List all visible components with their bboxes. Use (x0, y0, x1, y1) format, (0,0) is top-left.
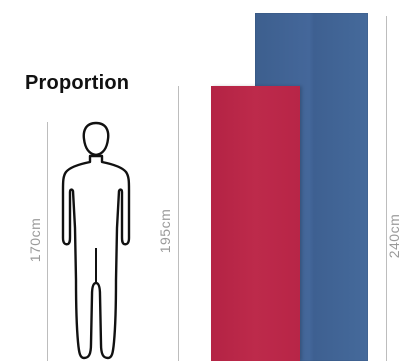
red-panel-height-label: 195cm (157, 208, 173, 254)
person-height-label: 170cm (27, 217, 43, 263)
person-dimension-line (47, 122, 48, 361)
person-silhouette-icon (61, 121, 131, 360)
red-panel-dimension-line (178, 86, 179, 361)
blue-panel-dimension-line (386, 16, 387, 361)
blue-panel-height-label: 240cm (386, 213, 402, 259)
diagram-title: Proportion (25, 72, 130, 94)
red-acoustic-panel (211, 86, 300, 361)
